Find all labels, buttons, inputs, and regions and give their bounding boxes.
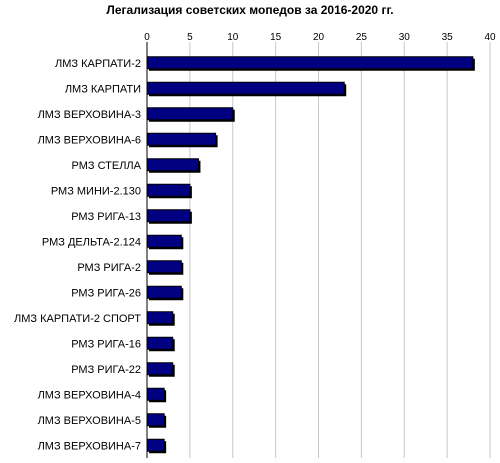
category-label: ЛМЗ КАРПАТИ-2 СПОРТ [14, 313, 141, 325]
bar [146, 132, 217, 146]
bar [146, 158, 199, 172]
chart-title: Легализация советских мопедов за 2016-20… [106, 3, 394, 17]
category-label: РМЗ РИГА-22 [71, 364, 141, 376]
category-label: РМЗ РИГА-26 [71, 287, 141, 299]
category-label: РМЗ РИГА-2 [77, 262, 141, 274]
bar [146, 285, 182, 299]
category-label: ЛМЗ ВЕРХОВИНА-3 [38, 109, 141, 121]
category-label: ЛМЗ ВЕРХОВИНА-7 [38, 440, 141, 452]
bar [146, 183, 191, 197]
bar [146, 234, 182, 248]
category-label: РМЗ СТЕЛЛА [72, 160, 142, 172]
bar [146, 387, 165, 401]
bar [146, 362, 174, 376]
x-tick-label: 0 [144, 32, 150, 43]
x-tick-label: 25 [356, 32, 368, 43]
x-tick-label: 5 [187, 32, 193, 43]
x-tick-label: 35 [442, 32, 454, 43]
category-label: ЛМЗ КАРПАТИ-2 [55, 58, 141, 70]
category-label: РМЗ РИГА-13 [71, 211, 141, 223]
category-label: ЛМЗ ВЕРХОВИНА-4 [38, 389, 141, 401]
x-tick-label: 30 [399, 32, 411, 43]
x-tick-label: 20 [313, 32, 325, 43]
category-label: ЛМЗ ВЕРХОВИНА-6 [38, 134, 141, 146]
gridlines [189, 42, 491, 458]
bar [146, 336, 174, 350]
bars [146, 56, 475, 454]
bar [146, 413, 165, 427]
bar [146, 56, 474, 70]
category-label: РМЗ МИНИ-2.130 [51, 185, 141, 197]
x-tick-label: 40 [484, 32, 496, 43]
bar [146, 209, 191, 223]
bar [146, 438, 165, 452]
bar [146, 311, 174, 325]
bar [146, 260, 182, 274]
x-axis-ticks: 0 5 10 15 20 25 30 35 40 [144, 32, 496, 43]
category-label: РМЗ РИГА-16 [71, 338, 141, 350]
category-label: ЛМЗ ВЕРХОВИНА-5 [38, 415, 141, 427]
bar [146, 81, 345, 95]
bar [146, 107, 234, 121]
category-label: РМЗ ДЕЛЬТА-2.124 [42, 236, 141, 248]
x-tick-label: 10 [227, 32, 239, 43]
category-label: ЛМЗ КАРПАТИ [65, 83, 141, 95]
category-labels: ЛМЗ КАРПАТИ-2 ЛМЗ КАРПАТИ ЛМЗ ВЕРХОВИНА-3 Л… [14, 58, 142, 453]
x-tick-label: 15 [270, 32, 282, 43]
